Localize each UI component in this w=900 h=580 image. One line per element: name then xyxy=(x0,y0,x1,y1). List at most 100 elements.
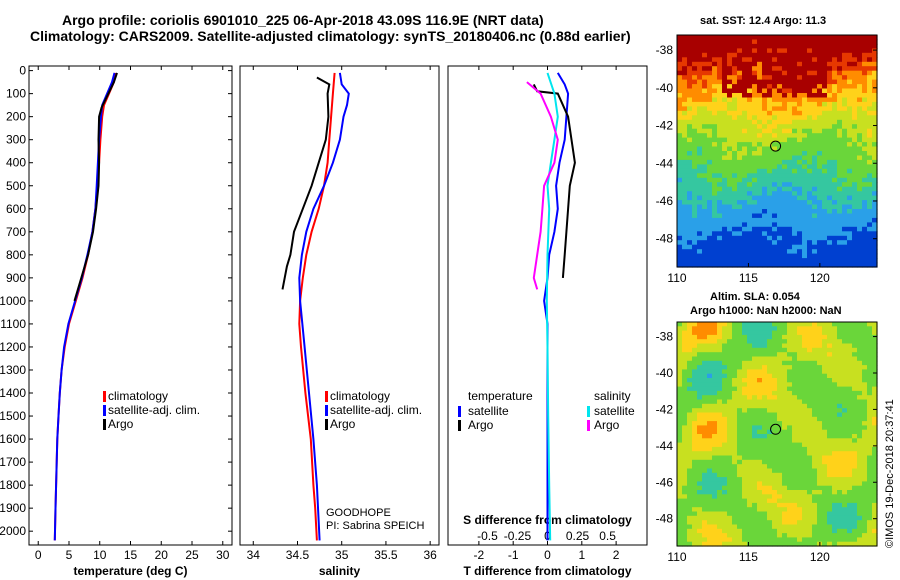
sla-map-cell xyxy=(802,429,808,435)
sst-map-cell xyxy=(842,258,848,264)
sst-map-cell xyxy=(862,159,868,165)
sst-map-cell xyxy=(842,235,848,241)
sst-map-cell xyxy=(762,97,768,103)
sla-map-cell xyxy=(747,334,753,340)
sst-map-cell xyxy=(752,128,758,134)
sst-map-cell xyxy=(732,110,738,116)
sla-map-cell xyxy=(862,365,868,370)
sst-map-cell xyxy=(732,39,738,45)
sst-map-cell xyxy=(832,84,838,90)
sla-map-cell xyxy=(772,395,778,401)
sla-map-cell xyxy=(742,438,748,444)
sst-map-cell xyxy=(782,200,788,206)
sst-map-cell xyxy=(742,52,748,58)
sla-map-cell xyxy=(737,347,743,353)
sst-map-cell xyxy=(762,231,768,237)
sst-map-cell xyxy=(792,97,798,103)
sla-map-cell xyxy=(722,511,728,517)
sst-map-cell xyxy=(692,191,698,197)
sla-map-cell xyxy=(822,339,828,345)
sla-map-cell xyxy=(792,330,798,336)
sst-map-cell xyxy=(832,204,838,210)
sst-map-cell xyxy=(827,75,833,81)
sst-map-cell xyxy=(837,61,843,67)
sla-map-cell xyxy=(827,451,833,457)
sla-map-cell xyxy=(857,451,863,457)
sst-map-cell xyxy=(807,128,813,134)
sla-map-cell xyxy=(867,373,873,379)
sla-map-cell xyxy=(812,438,818,444)
sst-map-cell xyxy=(807,182,813,188)
sst-map-cell xyxy=(737,75,743,81)
sla-map-cell xyxy=(677,481,683,487)
sla-map-cell xyxy=(812,528,818,534)
sst-map-cell xyxy=(867,217,873,223)
sst-map-cell xyxy=(867,200,873,206)
sla-map-cell xyxy=(687,412,693,418)
sst-map-cell xyxy=(737,137,743,143)
sst-map-cell xyxy=(807,146,813,152)
salinity-legend-swatch xyxy=(325,405,328,416)
sla-map-cell xyxy=(772,477,778,482)
sst-map-cell xyxy=(797,155,803,161)
sst-map-cell xyxy=(732,240,738,246)
sla-map-cell xyxy=(832,373,838,379)
sla-map-cell xyxy=(707,485,713,491)
sla-map-cell xyxy=(757,455,763,461)
sla-map-cell xyxy=(827,528,833,534)
sst-map-cell xyxy=(697,43,703,49)
sst-map-cell xyxy=(852,106,858,112)
sla-map-cell xyxy=(742,472,748,478)
sla-map-cell xyxy=(762,356,768,362)
sst-map-cell xyxy=(787,84,793,90)
sla-map-cell xyxy=(707,507,713,513)
sst-map-cell xyxy=(857,39,863,45)
sla-map-ytick-label: -48 xyxy=(656,512,674,526)
sla-map-cell xyxy=(677,528,683,534)
sla-map-ytick-label: -40 xyxy=(656,366,674,380)
sst-map-cell xyxy=(802,240,808,246)
sla-map-cell xyxy=(732,455,738,461)
sla-map-cell xyxy=(787,502,793,508)
sla-map-cell xyxy=(847,442,853,448)
sla-map-cell xyxy=(682,399,688,405)
sst-map-cell xyxy=(707,249,713,255)
sla-map-cell xyxy=(682,429,688,435)
sla-map-cell xyxy=(812,494,818,500)
sla-map-cell xyxy=(817,322,823,327)
sst-map-cell xyxy=(862,110,868,116)
sst-map-cell xyxy=(782,70,788,76)
sla-map-cell xyxy=(857,390,863,396)
sla-map-cell xyxy=(722,399,728,405)
sst-map-cell xyxy=(827,155,833,161)
sla-map-cell xyxy=(687,451,693,457)
sst-map-cell xyxy=(697,119,703,125)
salinity-legend-swatch xyxy=(325,419,328,430)
depth-tick-label: 300 xyxy=(6,133,26,147)
sst-map-cell xyxy=(772,168,778,174)
sst-map-cell xyxy=(687,97,693,103)
sla-map-cell xyxy=(797,490,803,495)
sla-map-cell xyxy=(807,464,813,470)
sla-map-cell xyxy=(707,347,713,353)
sla-map-cell xyxy=(817,511,823,517)
sla-map-cell xyxy=(762,403,768,409)
sla-map-cell xyxy=(852,464,858,470)
sst-map-cell xyxy=(782,84,788,90)
sst-map-cell xyxy=(842,128,848,134)
sst-map-cell xyxy=(692,124,698,130)
sst-map-cell xyxy=(677,48,683,54)
sla-map-cell xyxy=(702,537,708,543)
sst-map-cell xyxy=(682,61,688,67)
sst-map-cell xyxy=(747,52,753,58)
sla-map-cell xyxy=(757,399,763,405)
sst-map-cell xyxy=(727,195,733,201)
sst-map-cell xyxy=(762,235,768,241)
sla-map-cell xyxy=(822,528,828,534)
sla-map-cell xyxy=(757,528,763,534)
sla-map-cell xyxy=(842,528,848,534)
sla-map-cell xyxy=(702,494,708,500)
sla-map-cell xyxy=(812,365,818,370)
sst-map-cell xyxy=(727,226,733,232)
sla-map-cell xyxy=(787,416,793,422)
